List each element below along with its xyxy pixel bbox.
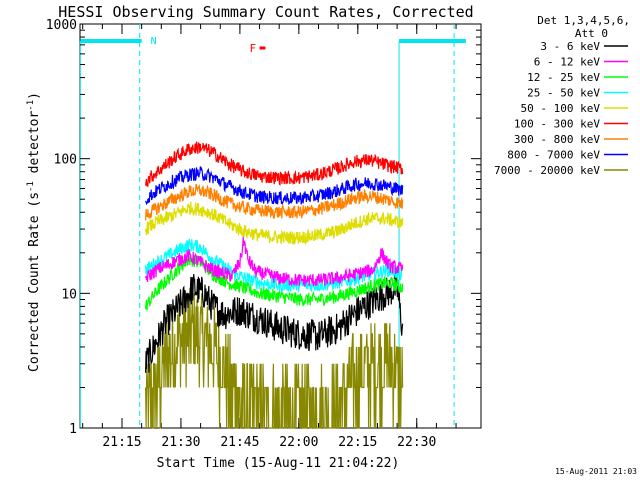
chart-title: HESSI Observing Summary Count Rates, Cor… [58, 3, 473, 21]
series-line [145, 183, 404, 221]
legend-label: 7000 - 20000 keV [494, 164, 600, 177]
x-tick-label: 21:45 [220, 435, 259, 450]
y-axis-label: Corrected Count Rate (s-1 detector-1) [26, 92, 42, 372]
series-line [145, 236, 404, 287]
night-marker-label: N [151, 36, 157, 47]
series-line [145, 287, 404, 429]
x-tick-label: 22:15 [338, 435, 377, 450]
legend-label: 25 - 50 keV [527, 87, 600, 100]
legend-label: 800 - 7000 keV [507, 149, 600, 162]
y-tick-label: 1 [69, 422, 77, 437]
x-axis-label: Start Time (15-Aug-11 21:04:22) [157, 456, 400, 471]
svg-text:Corrected Count Rate (s-1 dete: Corrected Count Rate (s-1 detector-1) [26, 92, 42, 372]
series-line [145, 201, 404, 246]
legend: 3 - 6 keV 6 - 12 keV 12 - 25 keV 25 - 50 ke… [494, 40, 628, 177]
legend-label: 50 - 100 keV [521, 102, 601, 115]
generation-timestamp: 15-Aug-2011 21:03 [555, 467, 637, 476]
series-line [145, 271, 404, 373]
series-line [145, 141, 404, 188]
series-line [145, 165, 404, 206]
plot-area: N F 1 10 100 1000 21:15 21:30 21:45 22:00 22:15 22:… [46, 18, 482, 450]
flare-marker-label: F [250, 42, 257, 55]
legend-header-detectors: Det 1,3,4,5,6, [537, 14, 630, 27]
legend-label: 3 - 6 keV [540, 40, 600, 53]
legend-label: 300 - 800 keV [514, 133, 600, 146]
y-tick-label: 10 [61, 287, 77, 302]
y-tick-label: 100 [54, 153, 77, 168]
legend-header-attenuator: Att 0 [575, 27, 608, 40]
x-tick-label: 22:00 [279, 435, 318, 450]
legend-label: 6 - 12 keV [534, 56, 601, 69]
y-tick-label: 1000 [46, 18, 77, 33]
x-tick-label: 21:15 [102, 435, 141, 450]
x-tick-label: 22:30 [397, 435, 436, 450]
legend-label: 12 - 25 keV [527, 71, 600, 84]
legend-label: 100 - 300 keV [514, 118, 600, 131]
x-tick-label: 21:30 [161, 435, 200, 450]
